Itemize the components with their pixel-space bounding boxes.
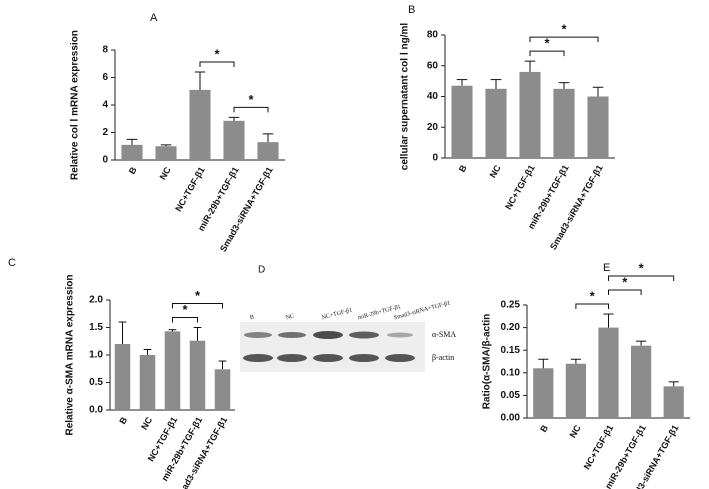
lane-label: Smad3-siRNA+TGF-β1 (393, 300, 451, 321)
y-tick-label: 4 (102, 100, 108, 111)
y-tick-label: 0.25 (501, 300, 521, 311)
lane-label: NC (285, 313, 295, 321)
panel-label: C (8, 257, 16, 269)
bar (587, 96, 609, 158)
y-axis-label: Relative α-SMA mRNA expression (65, 274, 76, 435)
significance-bracket (529, 36, 599, 43)
y-tick-label: 8 (102, 45, 108, 56)
blot-membrane (240, 322, 425, 372)
x-tick-label: NC+TGF-β1 (582, 423, 616, 471)
significance-label: * (561, 22, 567, 37)
x-tick-label: NC (139, 415, 154, 432)
y-axis-label: Ratio(α-SMA/β-actin (482, 314, 493, 410)
bar (155, 146, 177, 160)
x-tick-label: B (538, 423, 550, 434)
significance-label: * (622, 274, 628, 289)
bar (630, 345, 652, 418)
y-tick-label: 1.0 (89, 350, 103, 361)
x-tick-label: NC (568, 423, 583, 440)
y-tick-label: 2 (102, 127, 108, 138)
bar (519, 71, 541, 158)
bar (257, 142, 279, 160)
y-tick-label: 0.05 (501, 390, 521, 401)
bar (121, 144, 143, 160)
significance-label: * (248, 92, 254, 107)
y-axis-label: Relative col Ⅰ mRNA expression (70, 30, 81, 180)
x-tick-label: B (457, 163, 469, 174)
y-tick-label: 0.00 (501, 413, 521, 424)
y-tick-label: 20 (427, 122, 439, 133)
bar (114, 344, 131, 410)
x-tick-label: NC+TGF-β1 (173, 165, 207, 213)
y-tick-label: 0 (432, 153, 438, 164)
bar (565, 363, 587, 418)
x-tick-label: B (127, 165, 139, 176)
significance-bracket (172, 303, 223, 309)
y-tick-label: 2.0 (89, 295, 103, 306)
bar (223, 120, 245, 160)
y-tick-label: 0 (102, 155, 108, 166)
bar (553, 88, 575, 158)
y-tick-label: 0.15 (501, 345, 521, 356)
bar (214, 369, 231, 410)
y-tick-label: 0.5 (89, 377, 103, 388)
significance-bracket (199, 61, 235, 67)
panel-label: D (258, 265, 265, 276)
y-tick-label: 6 (102, 72, 108, 83)
significance-bracket (608, 289, 642, 296)
significance-label: * (195, 288, 201, 303)
panel-label: A (150, 12, 158, 24)
panel-label: B (408, 4, 415, 16)
x-tick-label: NC (158, 165, 173, 182)
y-tick-label: 80 (427, 30, 439, 41)
x-tick-label: Smad3-siRNA+TGF-β1 (624, 423, 681, 489)
bar (451, 85, 473, 158)
band-label: α-SMA (432, 330, 456, 339)
bar (164, 331, 181, 410)
significance-bracket (233, 106, 269, 113)
bar (139, 355, 156, 410)
band-label: β-actin (432, 353, 454, 362)
y-tick-label: 60 (427, 60, 439, 71)
bar (189, 340, 206, 410)
significance-label: * (590, 288, 596, 303)
panel-label: E (603, 262, 610, 274)
y-tick-label: 40 (427, 91, 439, 102)
x-tick-label: B (117, 415, 129, 426)
significance-bracket (529, 50, 565, 57)
significance-bracket (172, 317, 198, 323)
significance-label: * (182, 302, 188, 317)
bar (485, 88, 507, 158)
bands (243, 331, 415, 362)
x-tick-label: NC+TGF-β1 (503, 163, 537, 211)
significance-bracket (608, 275, 675, 282)
y-tick-label: 1.5 (89, 322, 103, 333)
significance-label: * (214, 46, 220, 61)
y-tick-label: 0.20 (501, 322, 521, 333)
lane-label: B (249, 314, 254, 321)
significance-label: * (544, 36, 550, 51)
western-blot: D α-SMA β-actin (240, 265, 456, 372)
lane-label: NC+TGF-β1 (321, 307, 353, 321)
bar (189, 89, 211, 160)
bar (663, 386, 684, 418)
y-axis-label: cellular supernatant col Ⅰ ng/ml (400, 23, 411, 171)
y-tick-label: 0.0 (89, 405, 103, 416)
x-tick-label: NC (488, 163, 503, 180)
significance-bracket (575, 303, 609, 310)
significance-label: * (639, 260, 645, 275)
y-tick-label: 0.10 (501, 367, 521, 378)
bar (598, 327, 619, 418)
bar (533, 368, 554, 418)
